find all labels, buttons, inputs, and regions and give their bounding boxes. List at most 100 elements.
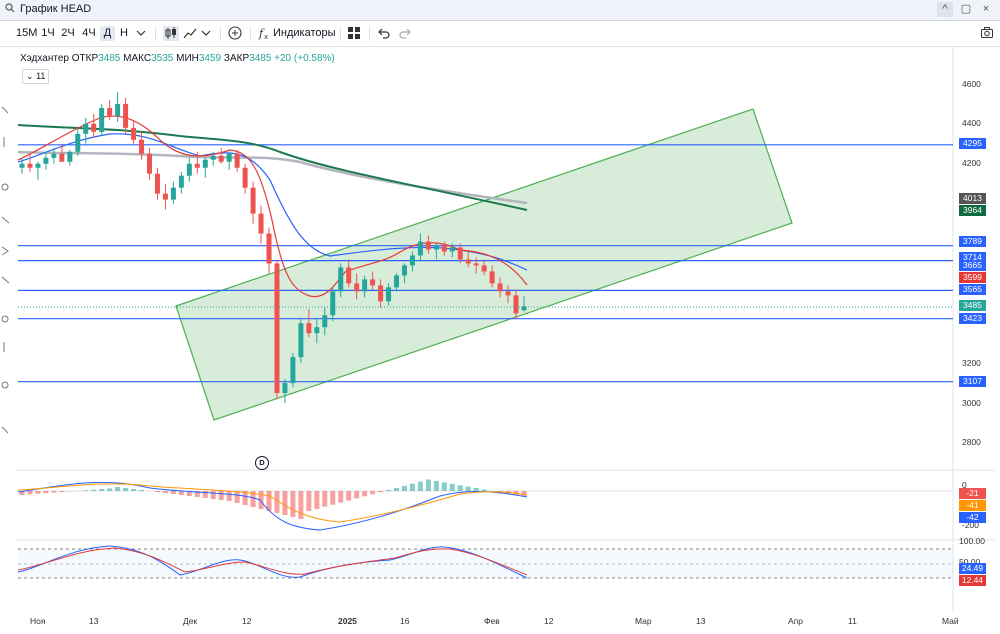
candle-body [282,383,288,394]
indicators-count: 11 [36,71,46,81]
indicators-toggle[interactable]: ⌄ 11 [22,69,50,84]
macd-histogram-bar [154,491,160,492]
symbol-name[interactable]: Хэдхантер [20,53,69,64]
macd-histogram-bar [370,491,376,495]
macd-histogram-bar [322,491,328,507]
indicators-icon[interactable]: f x [258,26,272,40]
macd-histogram-bar [266,491,272,511]
candle-body [258,213,264,234]
stoch-d-tag: 12.44 [959,575,986,586]
undo-icon[interactable] [378,27,390,39]
camera-icon[interactable] [981,27,993,38]
change-value: +20 (+0.58%) [274,53,335,64]
macd-histogram-bar [457,485,463,491]
dividend-marker[interactable]: D [255,456,269,470]
macd-signal-tag: -41 [959,500,986,511]
stoch-k-line [17,545,528,579]
macd-histogram-bar [170,491,176,494]
macd-histogram-bar [242,491,248,505]
price-tag: 3789 [959,236,986,247]
candle-body [218,155,224,162]
candle-body [394,275,400,288]
stoch-k-tag: 24.49 [959,563,986,574]
line-chart-icon[interactable] [183,26,198,41]
candle-body [115,103,121,116]
open-label: ОТКР [71,53,99,64]
candle-body [107,107,113,116]
candle-body [170,187,176,200]
low-value: 3459 [198,53,222,64]
candle-body [441,245,447,252]
candle-body [330,291,336,316]
macd-histogram-bar [425,479,431,491]
time-label: 12 [544,616,554,626]
macd-histogram-bar [362,491,368,497]
interval-2h[interactable]: 2Ч [61,27,75,39]
price-tag: 3107 [959,376,986,387]
macd-histogram-bar [258,491,264,509]
macd-histogram-bar [433,481,439,491]
macd-histogram-bar [354,491,360,499]
search-icon[interactable] [5,3,15,13]
price-tick: 3000 [962,398,981,408]
candle-body [186,163,192,176]
price-tag: 4295 [959,138,986,149]
price-chart[interactable] [0,47,1000,617]
redo-icon[interactable] [399,27,411,39]
chevron-down-icon[interactable] [136,30,146,37]
chart-type-chevron-icon[interactable] [201,30,211,37]
macd-histogram-bar [115,487,121,491]
candle-body [139,139,145,154]
macd-histogram-bar [226,491,232,501]
candle-body [51,153,57,158]
candle-body [457,247,463,260]
candle-body [83,123,89,134]
macd-histogram-bar [282,491,288,515]
candle-body [370,279,376,286]
add-symbol-icon[interactable] [228,26,242,40]
candle-body [513,295,519,314]
close-button[interactable]: × [982,3,990,15]
chart-legend: Хэдхантер ОТКР3485 МАКС3535 МИН3459 ЗАКР… [20,53,335,64]
drawing-tools-strip[interactable] [0,47,12,617]
indicators-button[interactable]: Индикаторы [273,27,336,39]
macd-tick: 0 [962,480,967,490]
macd-histogram-bar [51,491,57,493]
interval-day[interactable]: Д [100,26,115,41]
candle-body [27,163,33,168]
time-label: Май [942,616,959,626]
macd-histogram-bar [202,491,208,498]
macd-histogram-bar [218,491,224,500]
price-tag: 3964 [959,205,986,216]
time-label: Дек [183,616,198,626]
interval-1h[interactable]: 1Ч [41,27,55,39]
chevron-down-icon: ⌄ [26,71,34,81]
candle-body [505,291,511,296]
price-tag: 3599 [959,272,986,283]
candle-body [306,323,312,334]
candle-body [99,107,105,132]
restore-button[interactable]: ▢ [960,3,972,15]
macd-histogram-bar [274,491,280,513]
candle-body [91,123,97,132]
interval-4h[interactable]: 4Ч [82,27,96,39]
macd-histogram-bar [330,491,336,505]
candle-body [154,173,160,194]
macd-histogram-bar [306,491,312,511]
candle-body [401,265,407,276]
candles-icon[interactable] [163,26,179,41]
collapse-button[interactable]: ^ [937,2,953,17]
layout-grid-icon[interactable] [348,27,360,39]
candle-body [226,153,232,162]
macd-histogram-bar [35,491,41,494]
candle-body [202,159,208,168]
interval-15m[interactable]: 15М [16,27,38,39]
time-label: 2025 [338,616,357,626]
candle-body [386,287,392,302]
macd-histogram-bar [27,491,33,495]
interval-week[interactable]: Н [120,27,128,39]
candle-body [449,247,455,252]
low-label: МИН [176,53,199,64]
macd-histogram-bar [250,491,256,507]
macd-histogram-bar [394,487,400,491]
